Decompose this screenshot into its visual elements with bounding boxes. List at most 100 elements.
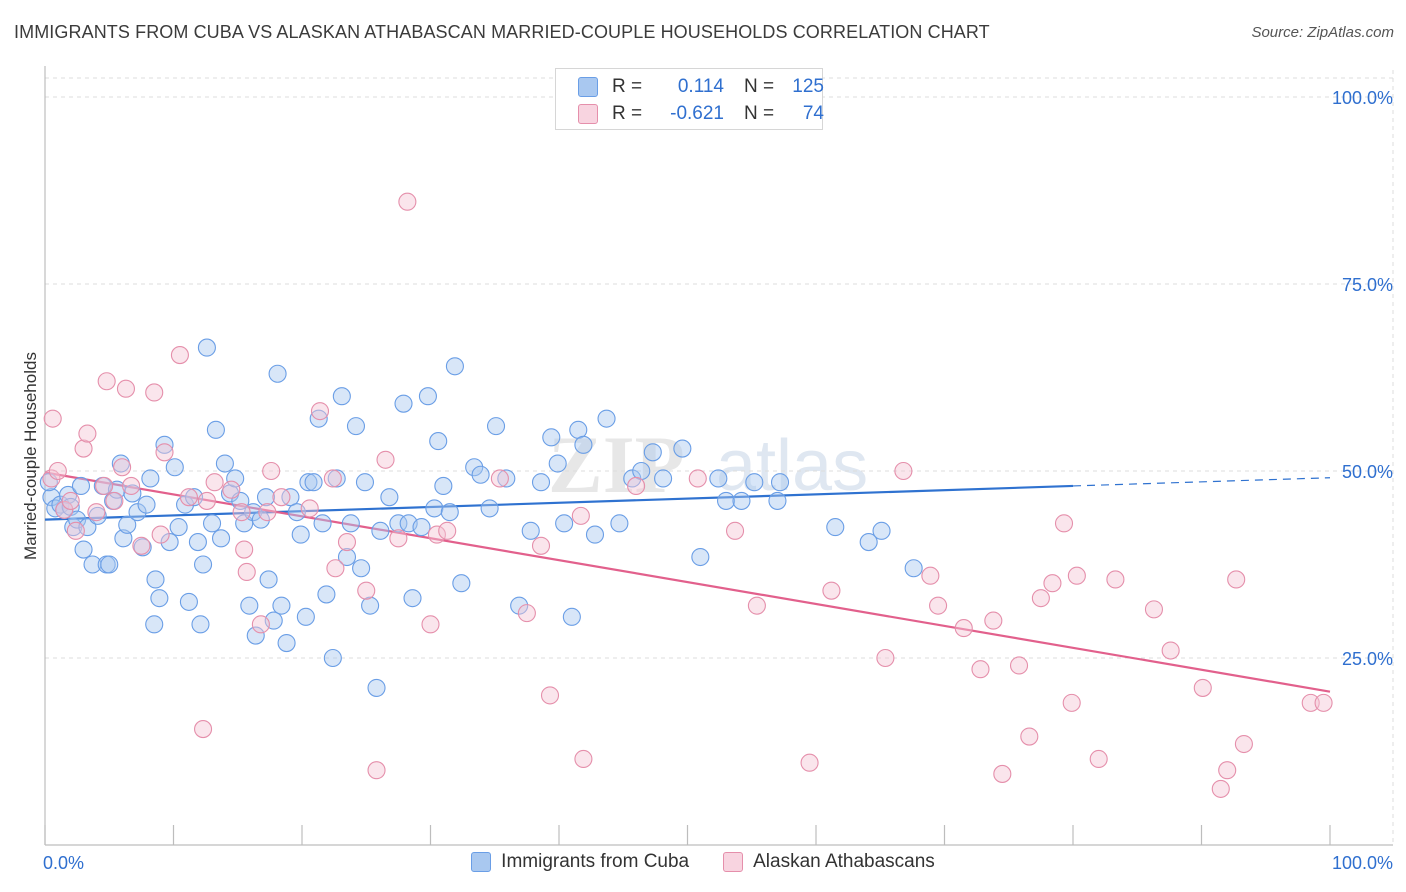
- point-athabascan: [197, 491, 216, 510]
- watermark: ZIP atlas: [548, 419, 868, 510]
- point-cuba: [327, 469, 346, 488]
- stats-n-label: N =: [744, 76, 775, 97]
- point-cuba: [155, 435, 174, 454]
- point-athabascan: [87, 503, 106, 522]
- point-cuba: [872, 521, 891, 540]
- point-cuba: [480, 499, 499, 518]
- point-cuba: [440, 503, 459, 522]
- y-tick-label: 25.0%: [1342, 649, 1393, 669]
- point-cuba: [341, 514, 360, 533]
- point-athabascan: [376, 450, 395, 469]
- point-athabascan: [1218, 761, 1237, 780]
- series-cuba: [39, 338, 923, 697]
- point-athabascan: [421, 615, 440, 634]
- point-athabascan: [574, 749, 593, 769]
- point-cuba: [226, 469, 245, 488]
- point-athabascan: [894, 461, 913, 481]
- chart-title: IMMIGRANTS FROM CUBA VS ALASKAN ATHABASC…: [14, 22, 990, 42]
- trend-line-cuba: [44, 484, 1074, 521]
- point-cuba: [452, 574, 471, 593]
- point-cuba: [429, 432, 448, 451]
- point-cuba: [673, 439, 692, 458]
- stats-r-value: -0.621: [670, 103, 724, 124]
- point-cuba: [371, 521, 390, 540]
- point-athabascan: [155, 443, 174, 462]
- point-cuba: [425, 499, 444, 518]
- point-athabascan: [1043, 574, 1062, 593]
- point-athabascan: [725, 521, 745, 540]
- x-tick-label-max: 100.0%: [1332, 853, 1393, 873]
- point-cuba: [114, 529, 133, 548]
- stats-n-value: 125: [792, 76, 824, 97]
- point-cuba: [137, 495, 156, 514]
- point-athabascan: [235, 540, 254, 559]
- series-athabascan: [42, 192, 1333, 798]
- point-athabascan: [1054, 514, 1074, 533]
- watermark-zip: ZIP: [548, 419, 685, 510]
- point-athabascan: [1106, 570, 1125, 589]
- point-cuba: [394, 394, 413, 413]
- stats-r-label: R =: [612, 76, 643, 97]
- point-athabascan: [971, 660, 990, 679]
- point-athabascan: [1301, 693, 1320, 712]
- stats-swatch-athabascan: [578, 104, 598, 124]
- point-cuba: [128, 503, 147, 522]
- point-cuba: [643, 443, 662, 462]
- point-athabascan: [984, 611, 1003, 630]
- point-athabascan: [1161, 641, 1180, 660]
- point-cuba: [145, 615, 164, 634]
- legend-swatch-cuba: [471, 852, 492, 872]
- point-cuba: [654, 469, 673, 488]
- legend-item-cuba[interactable]: Immigrants from Cuba: [471, 851, 689, 873]
- legend-item-athabascan[interactable]: Alaskan Athabascans: [723, 851, 935, 873]
- point-athabascan: [1193, 678, 1212, 697]
- point-cuba: [510, 596, 529, 615]
- point-cuba: [160, 533, 179, 552]
- point-cuba: [859, 533, 878, 552]
- legend-label-athabascan: Alaskan Athabascans: [753, 851, 935, 872]
- point-athabascan: [1089, 749, 1108, 769]
- point-cuba: [521, 521, 540, 540]
- point-athabascan: [326, 559, 345, 578]
- point-athabascan: [747, 596, 766, 615]
- point-cuba: [206, 420, 225, 439]
- point-cuba: [332, 387, 351, 406]
- point-cuba: [445, 357, 464, 376]
- point-cuba: [296, 607, 315, 626]
- point-cuba: [418, 387, 437, 406]
- point-cuba: [304, 473, 323, 492]
- point-athabascan: [929, 596, 948, 615]
- point-athabascan: [993, 764, 1012, 783]
- stats-row-athabascan: R = -0.621 N = 74: [578, 101, 824, 127]
- point-cuba: [313, 514, 332, 533]
- stats-swatch-cuba: [578, 77, 598, 97]
- point-cuba: [562, 607, 581, 626]
- point-athabascan: [337, 533, 357, 552]
- point-athabascan: [61, 491, 80, 510]
- point-athabascan: [194, 720, 213, 739]
- point-cuba: [361, 596, 380, 615]
- point-cuba: [211, 529, 231, 548]
- point-athabascan: [438, 521, 457, 540]
- legend-label-cuba: Immigrants from Cuba: [501, 851, 690, 872]
- point-athabascan: [151, 525, 170, 544]
- point-athabascan: [367, 761, 386, 780]
- point-cuba: [251, 510, 270, 529]
- point-cuba: [768, 491, 787, 510]
- point-cuba: [299, 473, 318, 492]
- point-athabascan: [222, 480, 241, 499]
- point-athabascan: [921, 566, 940, 585]
- point-athabascan: [179, 488, 198, 507]
- point-cuba: [179, 592, 198, 611]
- point-cuba: [268, 364, 287, 383]
- point-athabascan: [540, 686, 560, 705]
- point-cuba: [165, 458, 184, 477]
- point-athabascan: [78, 424, 97, 443]
- point-cuba: [465, 458, 484, 477]
- y-tick-label: 50.0%: [1342, 462, 1393, 482]
- point-athabascan: [427, 525, 446, 544]
- point-athabascan: [1009, 656, 1029, 675]
- point-cuba: [585, 525, 605, 544]
- point-athabascan: [490, 469, 509, 488]
